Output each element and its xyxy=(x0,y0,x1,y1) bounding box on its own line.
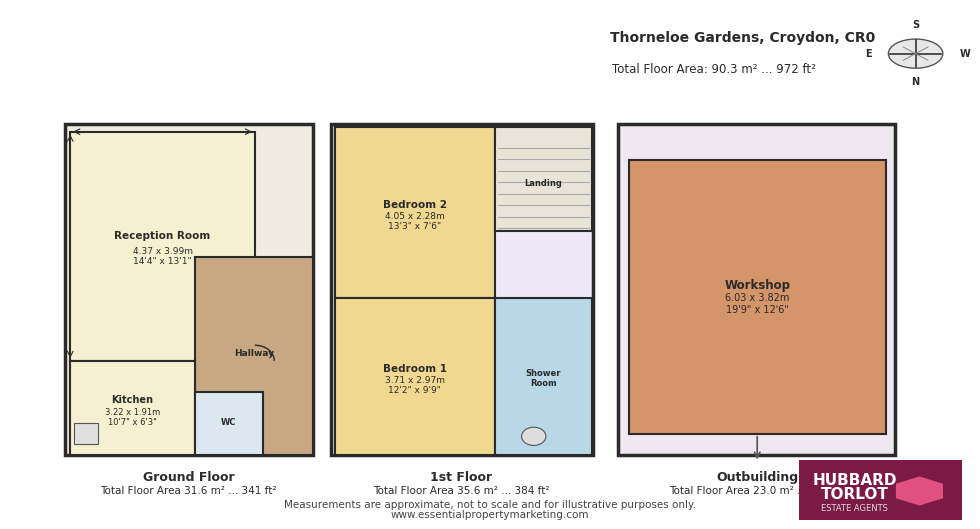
Text: Shower: Shower xyxy=(525,369,562,378)
Text: Measurements are approximate, not to scale and for illustrative purposes only.: Measurements are approximate, not to sca… xyxy=(284,500,696,510)
Bar xyxy=(74,423,98,444)
Bar xyxy=(629,160,887,434)
Bar xyxy=(618,124,895,454)
Bar xyxy=(330,124,593,454)
Ellipse shape xyxy=(521,427,546,445)
Circle shape xyxy=(889,39,943,68)
Text: HUBBARD
TORLOT: HUBBARD TORLOT xyxy=(376,298,545,361)
Bar xyxy=(495,298,592,454)
Text: 1st Floor: 1st Floor xyxy=(430,471,492,485)
Text: W: W xyxy=(959,49,970,59)
Text: Reception Room: Reception Room xyxy=(115,231,211,241)
Text: 3.71 x 2.97m: 3.71 x 2.97m xyxy=(385,376,445,385)
Bar xyxy=(195,257,314,454)
Text: 10'7" x 6'3": 10'7" x 6'3" xyxy=(108,418,157,427)
Text: Landing: Landing xyxy=(524,179,563,188)
Text: Thorneloe Gardens, Croydon, CR0: Thorneloe Gardens, Croydon, CR0 xyxy=(610,31,875,45)
Text: WC: WC xyxy=(220,418,236,427)
Text: HUBBARD
TORLOT: HUBBARD TORLOT xyxy=(673,298,842,361)
Bar xyxy=(330,124,593,454)
Text: N: N xyxy=(911,77,919,87)
Text: HUBBARD
TORLOT: HUBBARD TORLOT xyxy=(110,298,278,361)
Text: Total Floor Area 23.0 m² ... 248 ft²: Total Floor Area 23.0 m² ... 248 ft² xyxy=(669,486,846,496)
Text: Total Floor Area: 90.3 m² ... 972 ft²: Total Floor Area: 90.3 m² ... 972 ft² xyxy=(612,63,815,76)
Bar xyxy=(334,126,495,298)
Text: E: E xyxy=(865,49,872,59)
Text: Ground Floor: Ground Floor xyxy=(143,471,234,485)
Bar xyxy=(71,361,195,454)
Text: 19'9" x 12'6": 19'9" x 12'6" xyxy=(726,305,789,315)
Text: Total Floor Area 31.6 m² ... 341 ft²: Total Floor Area 31.6 m² ... 341 ft² xyxy=(101,486,277,496)
Text: TORLOT: TORLOT xyxy=(820,487,888,502)
Text: HUBBARD: HUBBARD xyxy=(812,473,897,488)
Bar xyxy=(618,124,895,454)
Text: www.essentialpropertymarketing.com: www.essentialpropertymarketing.com xyxy=(391,510,589,521)
Text: 13'3" x 7'6": 13'3" x 7'6" xyxy=(388,222,441,231)
Bar xyxy=(334,298,495,454)
Text: 4.37 x 3.99m: 4.37 x 3.99m xyxy=(132,247,192,256)
Text: 6.03 x 3.82m: 6.03 x 3.82m xyxy=(725,294,790,303)
Bar xyxy=(66,124,314,454)
Text: 4.05 x 2.28m: 4.05 x 2.28m xyxy=(385,212,445,221)
Text: Room: Room xyxy=(530,379,557,388)
Text: Hallway: Hallway xyxy=(234,349,274,358)
Text: 14'4" x 13'1": 14'4" x 13'1" xyxy=(133,258,192,267)
Bar xyxy=(195,392,263,454)
Bar xyxy=(71,132,255,361)
Text: Bedroom 2: Bedroom 2 xyxy=(383,199,447,209)
Text: Total Floor Area 35.6 m² ... 384 ft²: Total Floor Area 35.6 m² ... 384 ft² xyxy=(372,486,549,496)
Text: ESTATE AGENTS: ESTATE AGENTS xyxy=(821,504,888,513)
Text: Bedroom 1: Bedroom 1 xyxy=(383,363,447,373)
Text: 3.22 x 1.91m: 3.22 x 1.91m xyxy=(105,408,160,417)
Bar xyxy=(495,126,592,231)
Text: Kitchen: Kitchen xyxy=(112,395,154,405)
Text: 12'2" x 9'9": 12'2" x 9'9" xyxy=(388,386,441,395)
Text: Workshop: Workshop xyxy=(724,279,790,292)
Text: Outbuilding: Outbuilding xyxy=(716,471,799,485)
Text: S: S xyxy=(912,20,919,30)
FancyBboxPatch shape xyxy=(799,460,962,519)
